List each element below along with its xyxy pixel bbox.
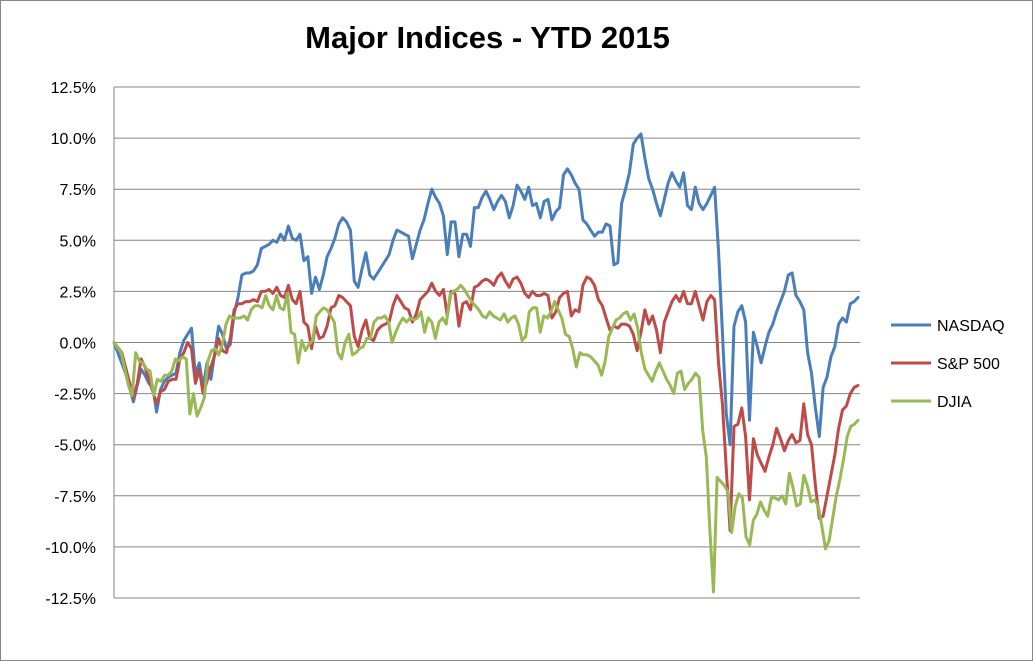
- legend: NASDAQ S&P 500 DJIA: [891, 318, 1005, 411]
- chart-title: Major Indices - YTD 2015: [305, 20, 670, 55]
- series-line-nasdaq: [112, 132, 860, 447]
- y-tick-label: -2.5%: [54, 387, 96, 404]
- series-line-djia: [112, 283, 860, 594]
- series-lines: [112, 132, 860, 594]
- y-tick-label: -12.5%: [45, 591, 96, 608]
- legend-label: S&P 500: [937, 356, 1000, 373]
- y-tick-label: 0.0%: [60, 336, 96, 353]
- series-line-s-p-500: [112, 271, 860, 532]
- y-tick-label: 7.5%: [60, 182, 96, 199]
- y-tick-label: -10.0%: [45, 540, 96, 557]
- y-tick-label: 10.0%: [51, 131, 96, 148]
- legend-label: DJIA: [937, 394, 972, 411]
- gridlines: [114, 86, 860, 548]
- legend-label: NASDAQ: [937, 318, 1005, 335]
- y-tick-label: 12.5%: [51, 80, 96, 97]
- y-axis-ticks: 12.5% 10.0% 7.5% 5.0% 2.5% 0.0% -2.5% -5.0% -7.5…: [45, 80, 96, 608]
- y-tick-label: 5.0%: [60, 233, 96, 250]
- y-tick-label: -5.0%: [54, 438, 96, 455]
- y-tick-label: 2.5%: [60, 284, 96, 301]
- y-tick-label: -7.5%: [54, 489, 96, 506]
